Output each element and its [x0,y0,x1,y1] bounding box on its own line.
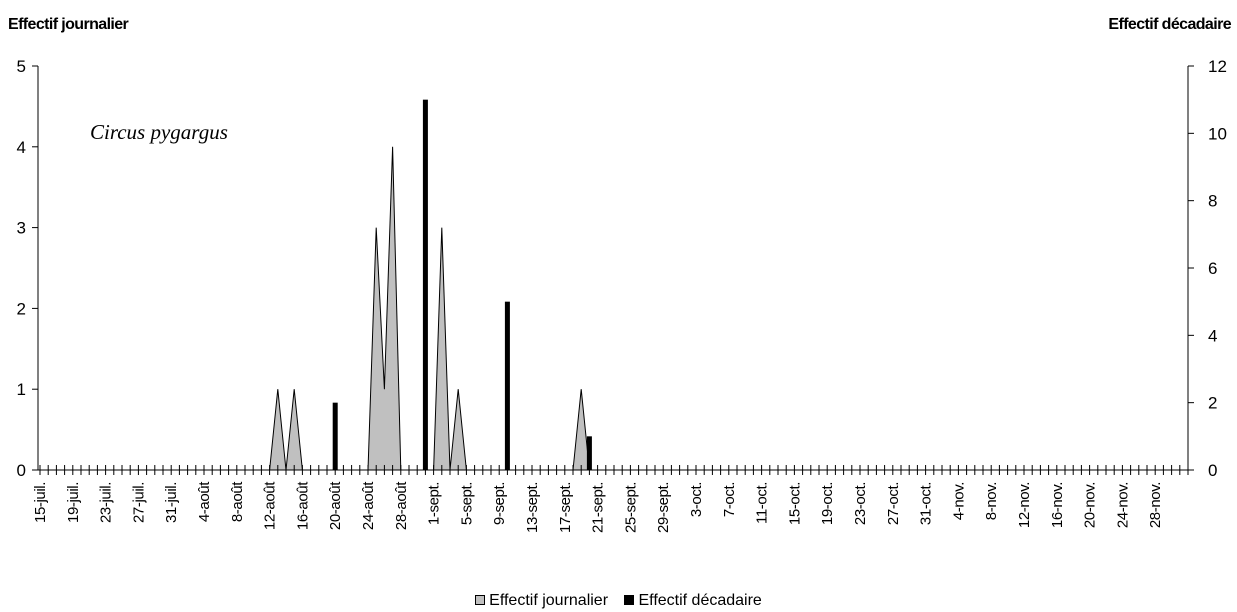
x-tick-label: 16-nov. [1049,482,1066,528]
x-tick-label: 8-août [229,481,246,522]
x-tick-label: 15-oct. [786,482,803,525]
x-tick-label: 20-août [327,481,344,530]
y-right-tick-label: 6 [1208,259,1217,278]
x-tick-label: 5-sept. [458,482,475,525]
y-axis-right-label: Effectif décadaire [1108,16,1231,33]
x-tick-label: 12-août [262,481,279,530]
x-tick-label: 15-juil. [32,482,49,523]
y-axis-left-label: Effectif journalier [8,16,129,33]
x-tick-label: 1-sept. [426,482,443,525]
x-tick-label: 28-nov. [1147,482,1164,528]
x-tick-label: 19-juil. [65,482,82,523]
legend-swatch-daily [475,595,486,605]
decadal-bar [586,436,592,470]
x-tick-label: 4-août [196,481,213,522]
x-tick-label: 27-oct. [885,482,902,525]
decadal-bar [504,301,510,470]
legend-label-daily: Effectif journalier [489,592,609,609]
legend-label-decadal: Effectif décadaire [638,592,762,609]
x-tick-label: 13-sept. [524,482,541,533]
x-tick-label: 25-sept. [622,482,639,533]
x-tick-label: 3-oct. [688,482,705,517]
x-tick-label: 23-oct. [852,482,869,525]
x-tick-label: 23-juil. [98,482,115,523]
y-left-tick-label: 1 [17,380,26,399]
y-left-tick-label: 4 [17,138,26,157]
y-left-tick-label: 3 [17,219,26,238]
legend-swatch-decadal [624,595,635,605]
x-tick-label: 21-sept. [590,482,607,533]
legend-item-decadal: Effectif décadaire [624,592,762,610]
x-tick-label: 29-sept. [655,482,672,533]
decadal-bar [422,99,428,471]
x-tick-label: 8-nov. [983,482,1000,520]
x-tick-label: 4-nov. [950,482,967,520]
y-left-tick-label: 0 [17,461,26,480]
x-tick-label: 19-oct. [819,482,836,525]
y-right-tick-label: 10 [1208,124,1227,143]
y-left-tick-label: 5 [17,57,26,76]
x-tick-label: 24-août [360,481,377,530]
daily-area-series [40,146,1188,471]
y-left-tick-label: 2 [17,299,26,318]
y-right-tick-label: 8 [1208,192,1217,211]
y-right-tick-label: 2 [1208,394,1217,413]
y-right-tick-label: 0 [1208,461,1217,480]
decadal-bar [332,402,338,470]
x-tick-label: 24-nov. [1114,482,1131,528]
y-right-tick-label: 12 [1208,57,1227,76]
x-tick-label: 11-oct. [754,482,771,524]
x-tick-label: 12-nov. [1016,482,1033,528]
y-right-tick-label: 4 [1208,326,1217,345]
x-tick-label: 31-juil. [163,482,180,523]
x-tick-label: 9-sept. [491,482,508,525]
legend-item-daily: Effectif journalier [475,592,608,610]
x-tick-label: 27-juil. [130,482,147,523]
legend: Effectif journalier Effectif décadaire [0,592,1237,610]
x-tick-label: 16-août [294,481,311,530]
x-tick-label: 28-août [393,481,410,530]
x-tick-label: 20-nov. [1082,482,1099,528]
x-tick-label: 31-oct. [918,482,935,525]
x-tick-label: 17-sept. [557,482,574,533]
species-annotation: Circus pygargus [90,120,228,144]
x-tick-label: 7-oct. [721,482,738,517]
